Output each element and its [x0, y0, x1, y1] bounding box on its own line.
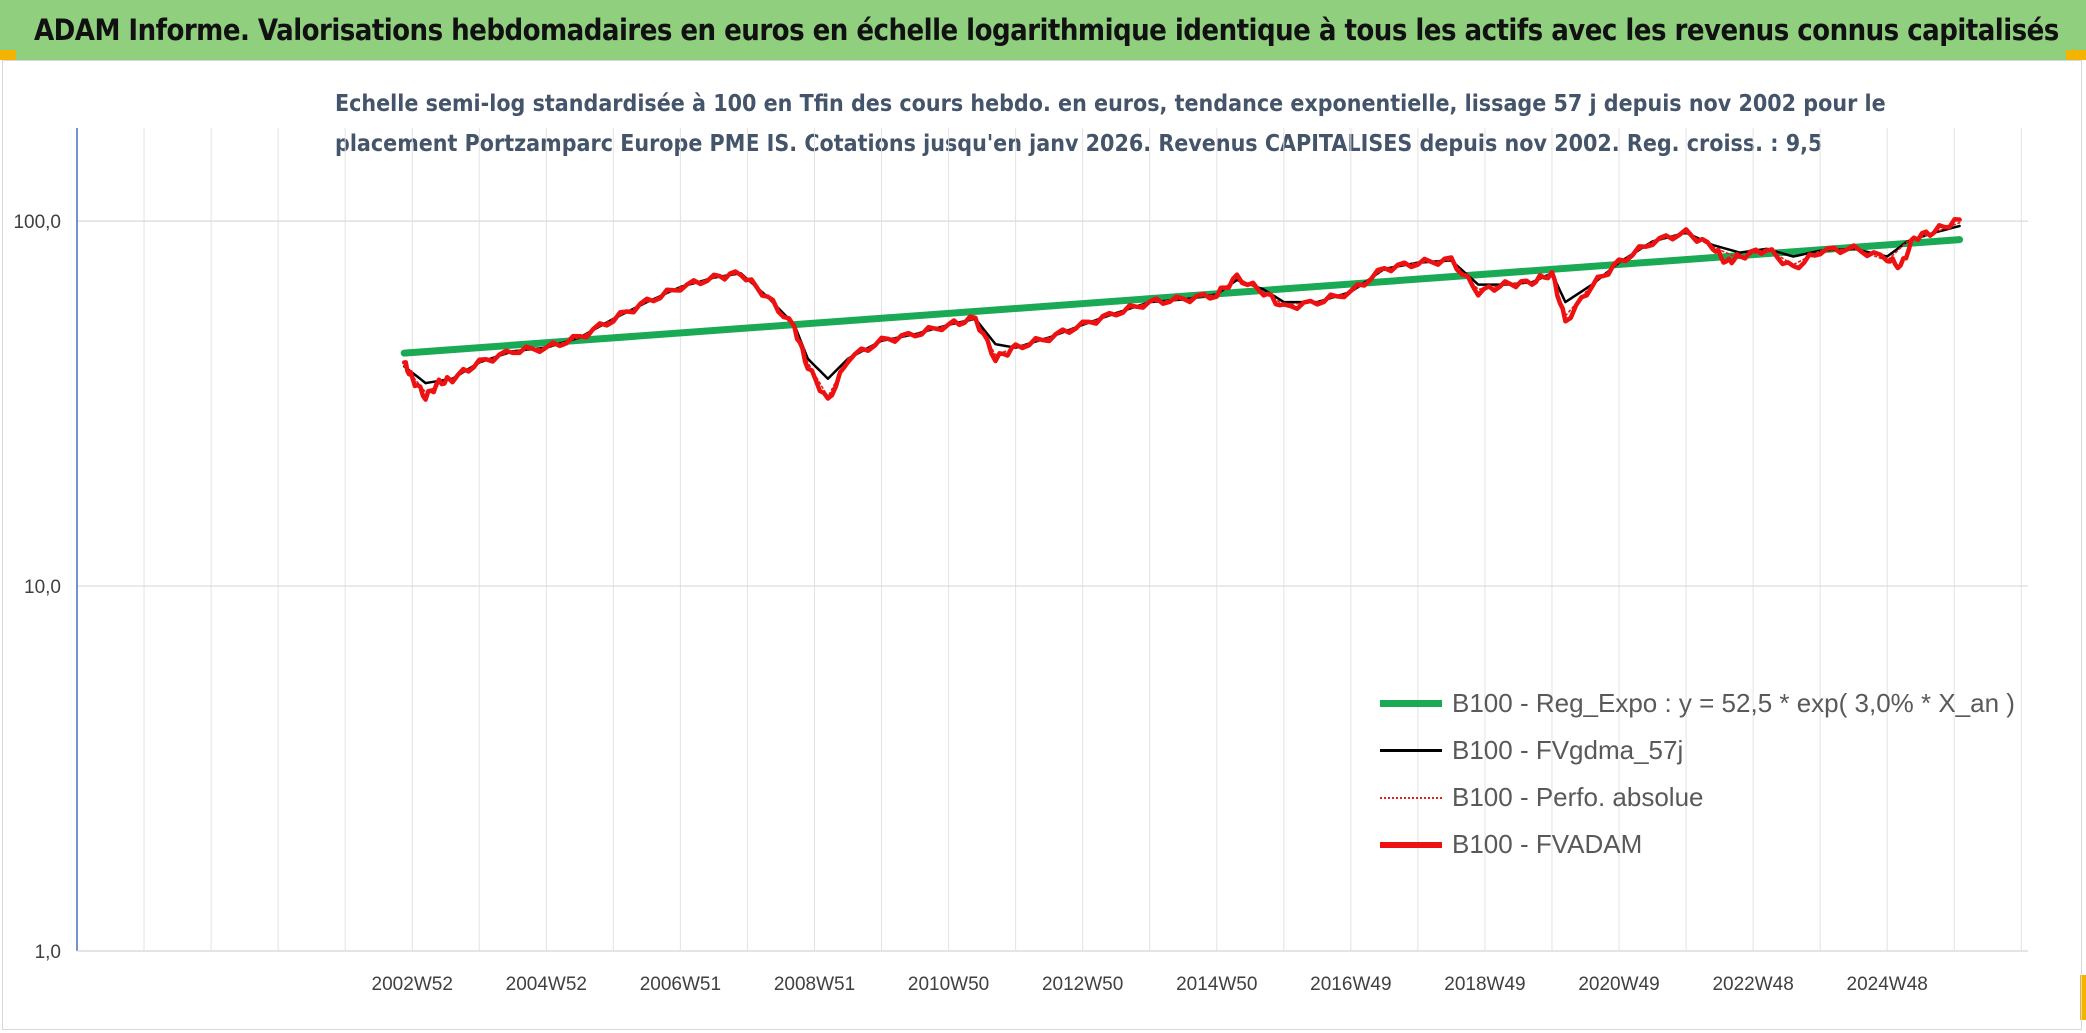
series-lines: [400, 217, 1964, 402]
x-tick-label: 2020W49: [1578, 974, 1659, 995]
x-tick-label: 2018W49: [1444, 974, 1525, 995]
x-axis-tick-labels: 2002W52 2004W52 2006W51 2008W51 2010W50 2012W…: [372, 974, 1928, 995]
x-tick-label: 2024W48: [1847, 974, 1928, 995]
corner-marker-top-right: [2066, 50, 2086, 60]
y-tick-label: 100,0: [13, 212, 61, 233]
x-tick-label: 2004W52: [506, 974, 587, 995]
y-axis-tick-labels: 1,0 10,0 100,0: [13, 212, 61, 963]
legend-swatch-green: [1380, 700, 1442, 707]
chart-frame: [2, 60, 2082, 1030]
legend-item-perfo-absolue: B100 - Perfo. absolue: [1380, 774, 2020, 821]
x-tick-label: 2002W52: [372, 974, 453, 995]
corner-marker-top-left: [0, 50, 16, 60]
vertical-gridlines: [76, 128, 2022, 951]
legend-item-reg-expo: B100 - Reg_Expo : y = 52,5 * exp( 3,0% *…: [1380, 680, 2020, 727]
chart-legend: B100 - Reg_Expo : y = 52,5 * exp( 3,0% *…: [1380, 680, 2020, 868]
legend-label: B100 - FVgdma_57j: [1452, 735, 1684, 765]
legend-label: B100 - Perfo. absolue: [1452, 782, 1704, 812]
x-tick-label: 2010W50: [908, 974, 989, 995]
legend-swatch-red: [1380, 841, 1442, 848]
axes: [76, 128, 2028, 952]
x-tick-label: 2006W51: [640, 974, 721, 995]
report-title: ADAM Informe. Valorisations hebdomadaire…: [34, 13, 2059, 47]
report-banner: ADAM Informe. Valorisations hebdomadaire…: [0, 0, 2086, 60]
legend-swatch-red-dotted: [1380, 796, 1442, 799]
y-tick-label: 1,0: [35, 942, 61, 963]
legend-item-fvgdma: B100 - FVgdma_57j: [1380, 727, 2020, 774]
legend-label: B100 - Reg_Expo : y = 52,5 * exp( 3,0% *…: [1452, 688, 2015, 718]
x-tick-label: 2014W50: [1176, 974, 1257, 995]
x-tick-label: 2008W51: [774, 974, 855, 995]
legend-swatch-black: [1380, 749, 1442, 752]
legend-label: B100 - FVADAM: [1452, 829, 1643, 859]
x-tick-label: 2022W48: [1712, 974, 1793, 995]
corner-marker-bottom-right: [2080, 975, 2086, 1020]
x-tick-label: 2016W49: [1310, 974, 1391, 995]
series-fvadam-line: [401, 217, 1962, 402]
y-tick-label: 10,0: [24, 577, 61, 598]
legend-item-fvadam: B100 - FVADAM: [1380, 821, 2020, 868]
x-tick-label: 2012W50: [1042, 974, 1123, 995]
